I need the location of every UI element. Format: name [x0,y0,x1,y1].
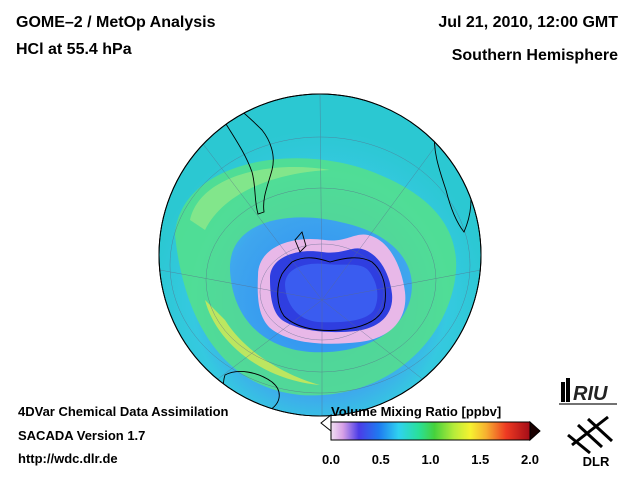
colorbar-tick-label: 0.0 [322,452,340,467]
colorbar-tick-label: 1.5 [471,452,489,467]
antarctica-outline [277,231,386,331]
colorbar-tick-label: 0.5 [372,452,390,467]
light-green-band [190,167,330,230]
footer-url: http://wdc.dlr.de [18,451,118,466]
dlr-logo-text: DLR [583,454,610,469]
footer-method: 4DVar Chemical Data Assimilation [18,404,229,419]
colorbar-tick-label: 2.0 [521,452,539,467]
map-title: GOME–2 / MetOp Analysis [16,14,216,31]
map-datetime: Jul 21, 2010, 12:00 GMT [438,14,618,31]
colorbar-tick-label: 1.0 [421,452,439,467]
vortex-core [285,263,378,323]
colorbar-max-arrow [529,420,541,442]
dlr-logo: DLR [567,415,614,469]
riu-logo: RIU [559,378,617,405]
graticule [159,94,481,416]
riu-logo-text: RIU [573,383,608,405]
colorbar-min-arrow [320,413,332,433]
footer-version: SACADA Version 1.7 [18,428,146,443]
colorbar-title: Volume Mixing Ratio [ppbv] [331,404,502,419]
map-region: Southern Hemisphere [451,47,618,64]
green-band [175,158,457,396]
colorbar-gradient [330,421,531,441]
map-subtitle: HCl at 55.4 hPa [16,41,132,58]
